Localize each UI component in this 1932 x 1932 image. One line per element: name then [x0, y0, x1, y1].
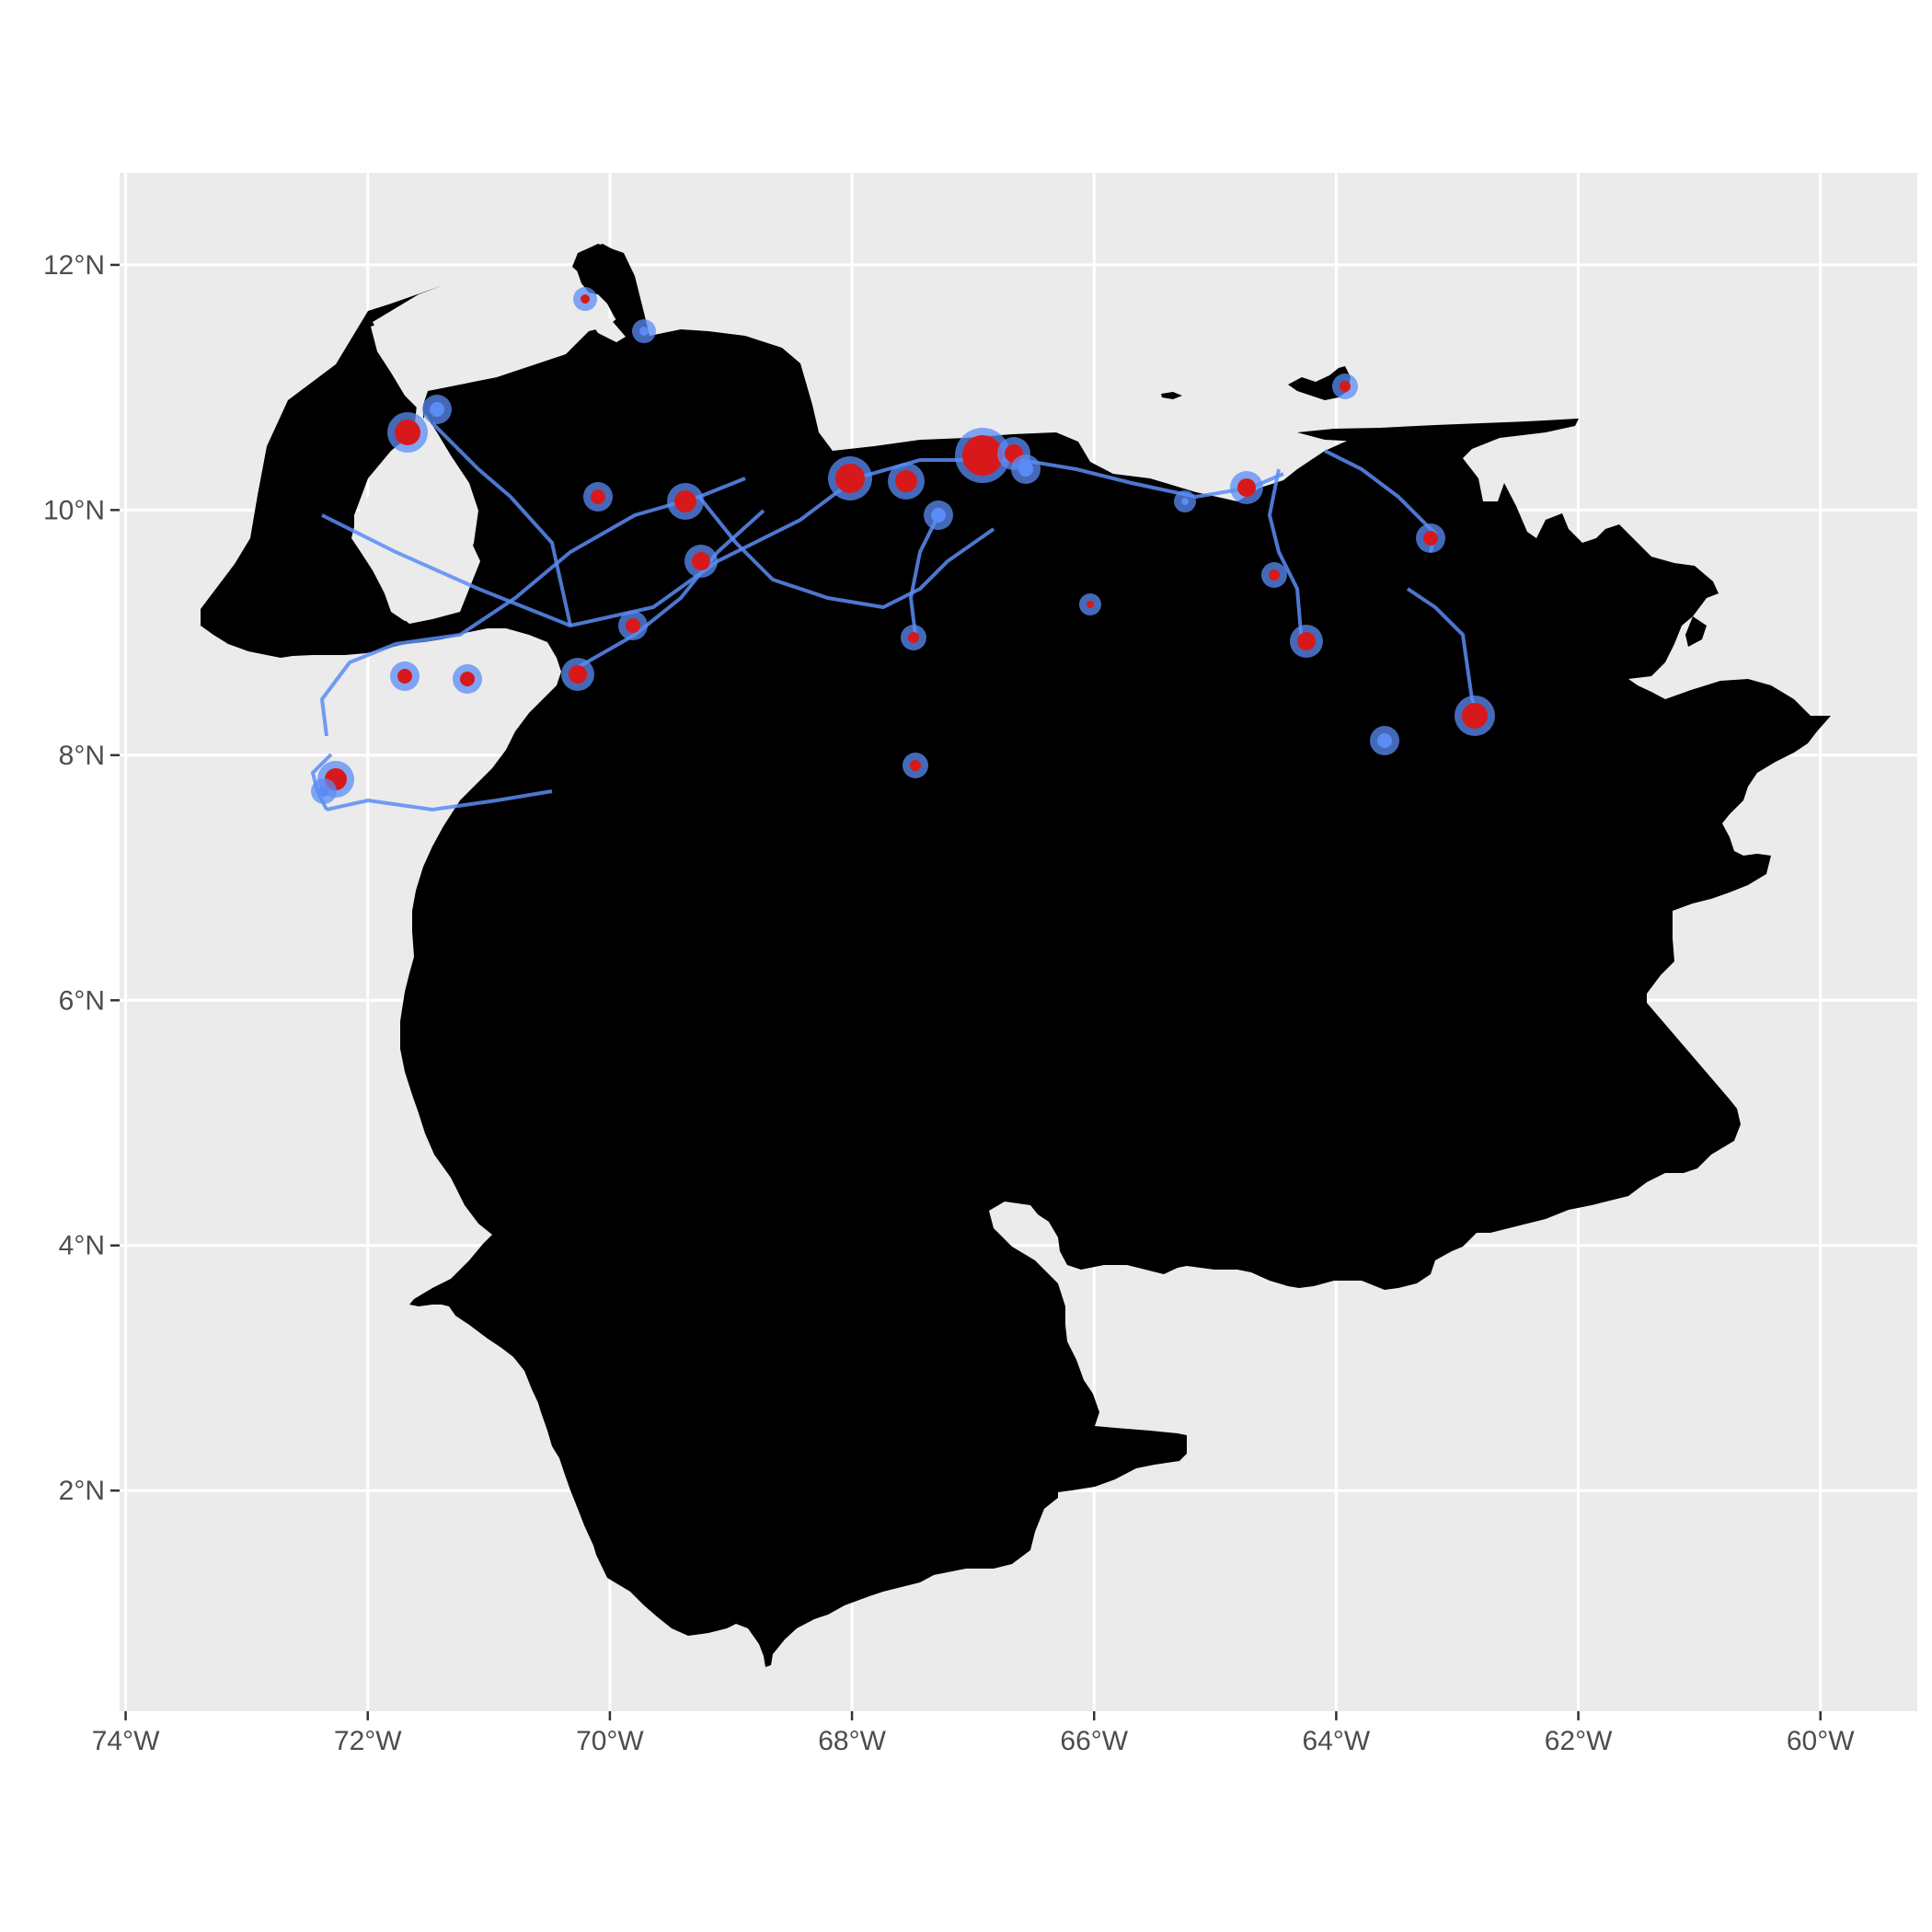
lights-core: [1423, 531, 1438, 546]
y-tick-label: 12°N: [43, 250, 105, 281]
lights-core: [581, 294, 590, 304]
lights-core: [569, 665, 587, 684]
lights-core: [318, 786, 329, 797]
lights-core: [626, 618, 640, 633]
lights-core: [1340, 381, 1351, 392]
y-tick-label: 4°N: [59, 1231, 105, 1261]
lights-core: [1462, 703, 1488, 729]
paraguana-isthmus-gap: [589, 304, 626, 342]
y-tick-label: 10°N: [43, 495, 105, 525]
y-axis: 2°N 4°N 6°N 8°N 10°N 12°N: [43, 250, 120, 1506]
lights-core: [674, 490, 696, 512]
lights-core: [395, 420, 420, 445]
y-tick-label: 8°N: [59, 741, 105, 771]
x-tick-label: 60°W: [1787, 1726, 1855, 1756]
paria-peninsula: [1297, 419, 1579, 442]
lights-core: [692, 552, 710, 570]
lights-corridor: [431, 421, 572, 627]
lights-core: [639, 327, 649, 336]
lights-core: [895, 470, 917, 492]
x-tick-label: 62°W: [1545, 1726, 1613, 1756]
lights-core: [910, 760, 921, 771]
x-tick-label: 68°W: [818, 1726, 886, 1756]
x-tick-label: 72°W: [334, 1726, 402, 1756]
lights-core: [1269, 569, 1280, 581]
lights-corridor: [1267, 468, 1304, 645]
lights-core: [962, 435, 1003, 476]
lights-core: [1181, 498, 1189, 505]
lights-corridor: [321, 458, 1284, 628]
lights-core: [430, 402, 444, 417]
x-tick-label: 74°W: [92, 1726, 160, 1756]
x-tick-label: 64°W: [1303, 1726, 1371, 1756]
night-lights-layer: [310, 287, 1495, 812]
paraguana-peninsula: [575, 244, 649, 340]
y-tick-label: 2°N: [59, 1476, 105, 1506]
lights-core: [397, 669, 412, 684]
coche-island: [1161, 392, 1182, 399]
lake-maracaibo: [351, 414, 478, 621]
lights-corridor: [697, 495, 995, 610]
lights-corridor: [319, 477, 746, 737]
lights-core: [1377, 733, 1392, 748]
lights-core: [1237, 478, 1256, 497]
lights-corridor: [326, 789, 553, 812]
lights-core: [460, 672, 475, 686]
lights-core: [908, 632, 919, 643]
x-tick-label: 70°W: [576, 1726, 644, 1756]
gulf-of-venezuela: [371, 317, 428, 409]
y-tick-label: 6°N: [59, 985, 105, 1016]
lights-core: [835, 464, 865, 493]
x-tick-label: 66°W: [1060, 1726, 1128, 1756]
lights-corridor: [908, 514, 940, 636]
x-axis: 74°W 72°W 70°W 68°W 66°W 64°W 62°W 60°W: [92, 1711, 1855, 1756]
lights-core: [1018, 462, 1033, 477]
lights-core: [1087, 601, 1094, 608]
lights-core: [1297, 632, 1316, 650]
lights-core: [591, 489, 605, 504]
lights-core: [931, 508, 946, 523]
